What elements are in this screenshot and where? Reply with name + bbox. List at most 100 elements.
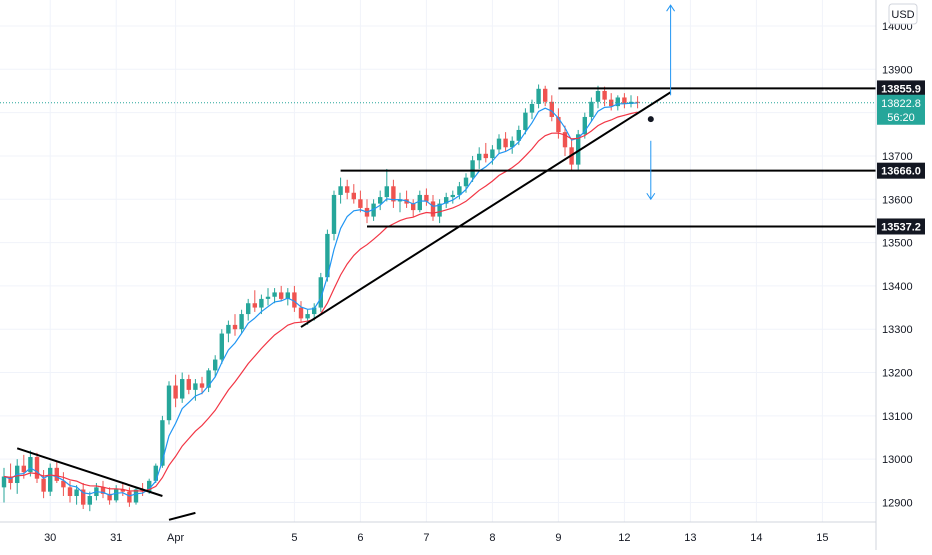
candle-body[interactable] bbox=[259, 298, 264, 308]
candle-body[interactable] bbox=[166, 385, 172, 421]
candle-body[interactable] bbox=[589, 101, 594, 117]
candle-body[interactable] bbox=[54, 467, 59, 481]
currency-badge[interactable]: USD bbox=[888, 3, 918, 25]
candle-body[interactable] bbox=[595, 90, 601, 102]
candle-body[interactable] bbox=[338, 186, 343, 195]
candle-body[interactable] bbox=[285, 292, 290, 299]
candle-body[interactable] bbox=[635, 101, 640, 103]
candle-body[interactable] bbox=[114, 489, 119, 501]
x-tick-label: 7 bbox=[423, 532, 429, 544]
candle-body[interactable] bbox=[81, 489, 86, 505]
candle-body[interactable] bbox=[378, 197, 383, 204]
candle-body[interactable] bbox=[510, 140, 515, 148]
candle-body[interactable] bbox=[477, 153, 482, 161]
candle-body[interactable] bbox=[345, 186, 350, 193]
candle-body[interactable] bbox=[100, 487, 106, 494]
candle-body[interactable] bbox=[226, 324, 231, 334]
candle-body[interactable] bbox=[437, 203, 442, 217]
candle-body[interactable] bbox=[107, 493, 112, 501]
candle-body[interactable] bbox=[219, 333, 224, 360]
candle-body[interactable] bbox=[87, 496, 92, 505]
candle-body[interactable] bbox=[358, 199, 363, 208]
candle-body[interactable] bbox=[173, 385, 178, 399]
candle-body[interactable] bbox=[622, 97, 627, 104]
candle-body[interactable] bbox=[1, 476, 7, 488]
candle-body[interactable] bbox=[463, 177, 469, 187]
candle-body[interactable] bbox=[543, 88, 548, 102]
candle-body[interactable] bbox=[496, 138, 502, 150]
candle-body[interactable] bbox=[384, 186, 389, 198]
candle-body[interactable] bbox=[609, 99, 614, 107]
candle-body[interactable] bbox=[120, 489, 125, 492]
candle-body[interactable] bbox=[61, 480, 66, 488]
candle-body[interactable] bbox=[180, 379, 185, 399]
candle-body[interactable] bbox=[206, 370, 211, 388]
candle-body[interactable] bbox=[28, 457, 33, 473]
candle-body[interactable] bbox=[74, 489, 79, 497]
candle-body[interactable] bbox=[490, 149, 495, 159]
candle-body[interactable] bbox=[371, 203, 376, 217]
x-tick-label: 13 bbox=[684, 532, 696, 544]
candle-body[interactable] bbox=[312, 307, 317, 315]
candle-body[interactable] bbox=[562, 132, 568, 148]
candle-body[interactable] bbox=[67, 487, 73, 497]
candle-body[interactable] bbox=[516, 129, 521, 141]
ema-fast-line bbox=[3, 102, 638, 497]
candle-body[interactable] bbox=[615, 97, 620, 107]
candle-body[interactable] bbox=[252, 303, 257, 308]
candle-body[interactable] bbox=[470, 160, 475, 178]
candle-body[interactable] bbox=[272, 292, 277, 297]
candle-body[interactable] bbox=[331, 194, 337, 234]
candle-body[interactable] bbox=[602, 90, 607, 100]
candle-body[interactable] bbox=[193, 383, 198, 390]
candle-body[interactable] bbox=[503, 138, 508, 148]
candle-body[interactable] bbox=[556, 116, 561, 133]
candle-body[interactable] bbox=[186, 379, 191, 390]
candle-body[interactable] bbox=[239, 314, 244, 330]
candle-body[interactable] bbox=[529, 103, 535, 113]
candle-body[interactable] bbox=[41, 478, 46, 492]
candle-body[interactable] bbox=[483, 153, 488, 159]
candle-body[interactable] bbox=[127, 491, 132, 503]
candle-body[interactable] bbox=[325, 233, 330, 278]
candle-body[interactable] bbox=[305, 314, 310, 319]
trendline[interactable] bbox=[168, 511, 196, 521]
candle-body[interactable] bbox=[450, 194, 455, 198]
candle-body[interactable] bbox=[8, 476, 13, 484]
candle-body[interactable] bbox=[199, 383, 205, 388]
candle-body[interactable] bbox=[424, 194, 429, 202]
candle-body[interactable] bbox=[213, 359, 218, 371]
candle-body[interactable] bbox=[232, 324, 238, 330]
candle-body[interactable] bbox=[582, 116, 587, 135]
candle-body[interactable] bbox=[279, 292, 284, 299]
trendline[interactable] bbox=[300, 91, 672, 328]
anchor-point[interactable] bbox=[647, 116, 654, 123]
candle-body[interactable] bbox=[246, 303, 251, 315]
candle-body[interactable] bbox=[298, 307, 304, 319]
candle-body[interactable] bbox=[430, 201, 436, 217]
candle-body[interactable] bbox=[411, 203, 416, 211]
candle-body[interactable] bbox=[351, 192, 356, 200]
candle-body[interactable] bbox=[147, 480, 152, 492]
candle-body[interactable] bbox=[457, 186, 462, 195]
candle-body[interactable] bbox=[21, 465, 26, 473]
candle-body[interactable] bbox=[417, 194, 422, 211]
candle-body[interactable] bbox=[153, 465, 158, 481]
candle-body[interactable] bbox=[397, 199, 403, 202]
candle-body[interactable] bbox=[391, 186, 396, 202]
candle-body[interactable] bbox=[549, 101, 554, 117]
candle-body[interactable] bbox=[48, 467, 53, 492]
candle-body[interactable] bbox=[160, 420, 165, 466]
candle-body[interactable] bbox=[34, 457, 40, 479]
level-price-text: 13666.0 bbox=[881, 166, 921, 178]
candle-body[interactable] bbox=[318, 277, 323, 308]
candle-body[interactable] bbox=[265, 296, 271, 299]
trendline[interactable] bbox=[16, 447, 163, 497]
candle-body[interactable] bbox=[444, 197, 449, 204]
candle-body[interactable] bbox=[523, 112, 528, 130]
candle-body[interactable] bbox=[536, 88, 541, 104]
candle-body[interactable] bbox=[292, 292, 297, 308]
candle-body[interactable] bbox=[133, 489, 139, 503]
candle-body[interactable] bbox=[576, 134, 581, 165]
